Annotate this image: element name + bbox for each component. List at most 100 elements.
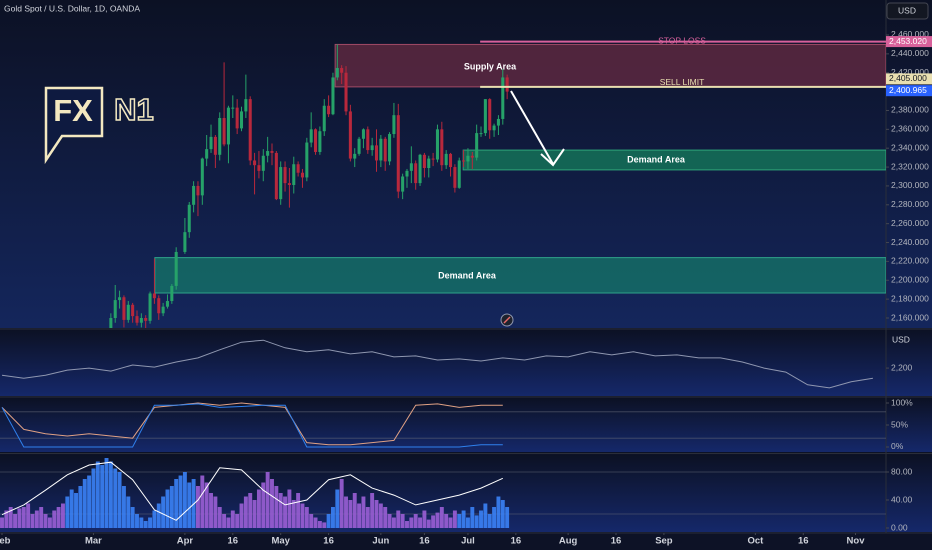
histogram-bar (448, 517, 453, 529)
histogram-bar (457, 514, 462, 529)
candle-body (248, 99, 252, 161)
histogram-bar (248, 493, 253, 529)
candle-body (231, 107, 235, 109)
histogram-bar (418, 517, 423, 529)
histogram-bar (217, 507, 222, 529)
candle-body (309, 129, 313, 143)
currency-button[interactable] (886, 2, 929, 20)
y-tick-label: 2,200 (891, 362, 913, 372)
histogram-bar (121, 486, 126, 529)
histogram-bar (0, 517, 4, 529)
histogram-bar (82, 479, 87, 529)
histogram-bar (291, 500, 296, 529)
histogram-bar (326, 514, 331, 529)
histogram-bar (300, 503, 305, 529)
histogram-bar (479, 510, 483, 529)
candle-body (483, 99, 487, 134)
y-tick-label: 2,160.000 (891, 312, 929, 322)
candle-body (392, 115, 396, 135)
histogram-bar (431, 515, 436, 529)
order-tag-label: 2,453.020 (889, 36, 927, 46)
histogram-bar (200, 475, 205, 529)
candle-body (505, 77, 509, 92)
histogram-bar (287, 489, 292, 529)
icon-needle[interactable] (503, 316, 511, 324)
histogram-bar (139, 517, 144, 529)
currency-label[interactable]: USD (898, 5, 916, 15)
candle-body (226, 107, 230, 145)
logo-text: FX (53, 93, 93, 128)
candle-body (205, 149, 209, 159)
candle-body (126, 304, 130, 320)
candle-body (422, 154, 426, 169)
replay-icon[interactable] (500, 313, 514, 327)
histogram-bar (313, 517, 318, 529)
indicator-line (1, 339, 873, 389)
candle-body (222, 118, 226, 145)
histogram-bar (152, 510, 157, 529)
candle-body (305, 142, 309, 178)
candle-body (475, 133, 479, 158)
histogram-bar (492, 507, 497, 529)
histogram-bar (117, 472, 122, 529)
candle-body (235, 107, 239, 129)
x-tick-label: 16 (798, 536, 809, 547)
candle-body (435, 129, 439, 160)
x-tick-label: Feb (0, 536, 11, 547)
candle-body (388, 134, 392, 162)
histogram-bar (452, 510, 457, 529)
candle-body (244, 99, 248, 112)
y-tick-label: 2,180.000 (891, 293, 929, 303)
candle-body (344, 72, 348, 112)
candle-body (174, 251, 178, 286)
histogram-bar (204, 482, 209, 529)
marks: 2,160.000 2,180.000 2,200.000 2,220.000 2,24… (0, 29, 932, 547)
histogram-bar (196, 486, 200, 529)
histogram-bar (65, 496, 70, 529)
x-tick-label: Jun (372, 536, 389, 547)
candle-body (449, 153, 453, 168)
candle-body (270, 151, 274, 153)
candle-body (170, 285, 174, 302)
candle-body (440, 129, 444, 166)
histogram-bar (108, 461, 113, 529)
histogram-bar (317, 521, 322, 529)
direction-arrow (510, 90, 565, 167)
candle-body (414, 163, 418, 184)
candle-body (327, 105, 331, 115)
histogram-bar (344, 496, 348, 529)
candle-body (318, 131, 322, 152)
x-tick-label: 16 (323, 536, 334, 547)
histogram-bar (348, 500, 353, 529)
histogram-bar (95, 461, 100, 529)
x-tick-label: Aug (559, 536, 578, 547)
y-tick-label: 2,280.000 (891, 199, 929, 209)
candle-body (165, 301, 170, 307)
y-tick-label: 40.00 (891, 494, 913, 504)
y-tick-label: 2,200.000 (891, 275, 929, 285)
histogram-bar (278, 493, 283, 529)
zone (154, 257, 886, 294)
histogram-bar (496, 496, 501, 529)
candle-body (257, 165, 261, 171)
indicator-line (1, 402, 503, 446)
histogram-bar (461, 510, 466, 529)
histogram-bar (165, 489, 170, 529)
x-tick-label: Oct (747, 536, 764, 547)
candle-body (470, 155, 474, 158)
candle-body (353, 153, 357, 159)
price-tag (886, 85, 932, 97)
histogram-bar (474, 515, 479, 529)
histogram-bar (4, 510, 9, 529)
histogram-bar (178, 475, 183, 529)
candle-body (113, 300, 117, 319)
histogram-bar (426, 519, 431, 529)
x-tick-label: Mar (85, 536, 102, 547)
histogram-bar (21, 507, 26, 529)
y-tick-label: 2,260.000 (891, 218, 929, 228)
histogram-bar (222, 514, 227, 529)
histogram-bar (17, 508, 22, 529)
candle-body (279, 167, 283, 200)
histogram-bar (378, 503, 383, 529)
